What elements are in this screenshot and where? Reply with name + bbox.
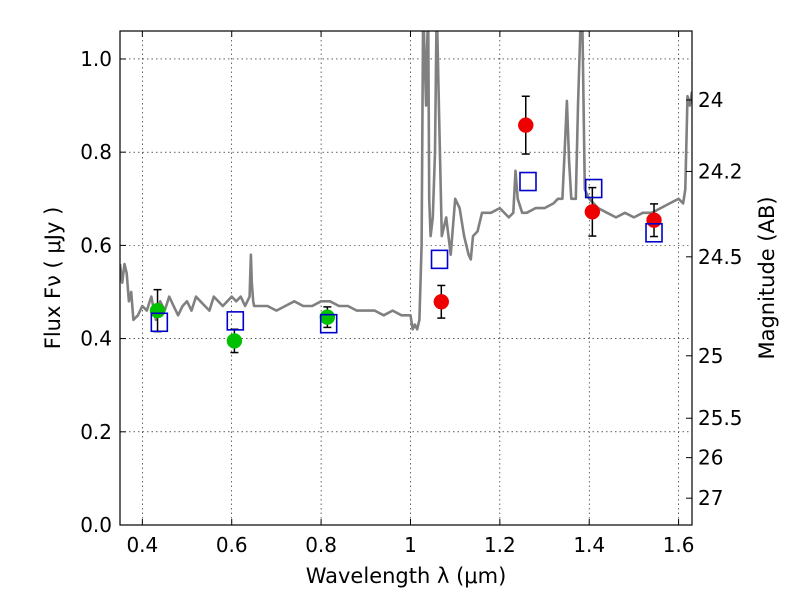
x-tick-label: 1.6 <box>663 533 695 557</box>
red-photometry-point <box>518 117 534 133</box>
y-axis-label: Flux Fν ( μJy ) <box>41 207 65 350</box>
axis-ticks: 0.4 0.6 0.8 1 1.2 1.4 1.6 0.0 0.2 0.4 0.6 0.8 1.0 24 2… <box>80 31 743 557</box>
y2-tick-label: 24.5 <box>698 245 743 269</box>
spectrum-line <box>120 31 692 331</box>
x-tick-label: 1.2 <box>484 533 516 557</box>
y2-tick-label: 24.2 <box>698 159 743 183</box>
model-square-marker <box>226 311 245 331</box>
model-square-marker <box>430 249 449 270</box>
y-tick-label: 0.6 <box>80 233 112 257</box>
model-square-marker <box>319 313 338 334</box>
plot-background <box>120 31 692 525</box>
green-photometry-point <box>319 309 336 325</box>
red-photometry-point <box>584 204 601 220</box>
y2-tick-label: 25.5 <box>698 406 743 430</box>
x-tick-label: 0.4 <box>126 533 158 557</box>
y-tick-label: 1.0 <box>80 47 112 71</box>
y2-tick-label: 24 <box>698 88 723 112</box>
red-photometry-point <box>646 212 662 228</box>
y2-tick-label: 27 <box>698 486 723 510</box>
y-tick-label: 0.2 <box>80 420 112 444</box>
model-square-marker <box>645 222 663 243</box>
y-tick-label: 0.4 <box>80 327 112 351</box>
points-layer <box>149 95 663 354</box>
y-tick-label: 0.0 <box>80 513 112 537</box>
x-axis-label: Wavelength λ (μm) <box>306 564 507 588</box>
model-square-marker <box>584 178 603 199</box>
y2-axis-label: Magnitude (AB) <box>755 196 779 359</box>
y2-tick-label: 26 <box>698 446 723 470</box>
red-photometry-point <box>433 294 450 310</box>
x-tick-label: 0.8 <box>305 533 337 557</box>
y2-tick-label: 25 <box>698 344 723 368</box>
x-tick-label: 1.4 <box>573 533 605 557</box>
x-tick-label: 1 <box>404 533 417 557</box>
model-square-marker <box>150 312 169 333</box>
spectrum-layer <box>120 31 692 331</box>
model-square-marker <box>519 171 537 192</box>
plot-frame <box>119 30 693 526</box>
y-tick-label: 0.8 <box>80 140 112 164</box>
green-photometry-point <box>226 333 243 349</box>
green-photometry-point <box>149 302 166 319</box>
x-tick-label: 0.6 <box>216 533 248 557</box>
